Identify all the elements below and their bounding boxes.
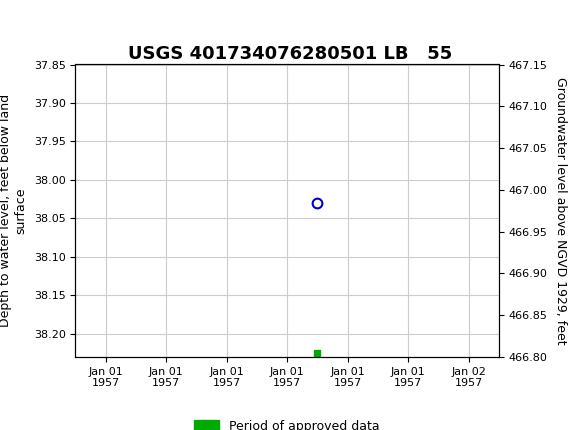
Y-axis label: Groundwater level above NGVD 1929, feet: Groundwater level above NGVD 1929, feet — [554, 77, 567, 344]
Y-axis label: Depth to water level, feet below land
surface: Depth to water level, feet below land su… — [0, 94, 27, 327]
Legend: Period of approved data: Period of approved data — [189, 415, 385, 430]
Text: USGS 401734076280501 LB   55: USGS 401734076280501 LB 55 — [128, 45, 452, 63]
Text: ≡USGS: ≡USGS — [3, 13, 61, 32]
